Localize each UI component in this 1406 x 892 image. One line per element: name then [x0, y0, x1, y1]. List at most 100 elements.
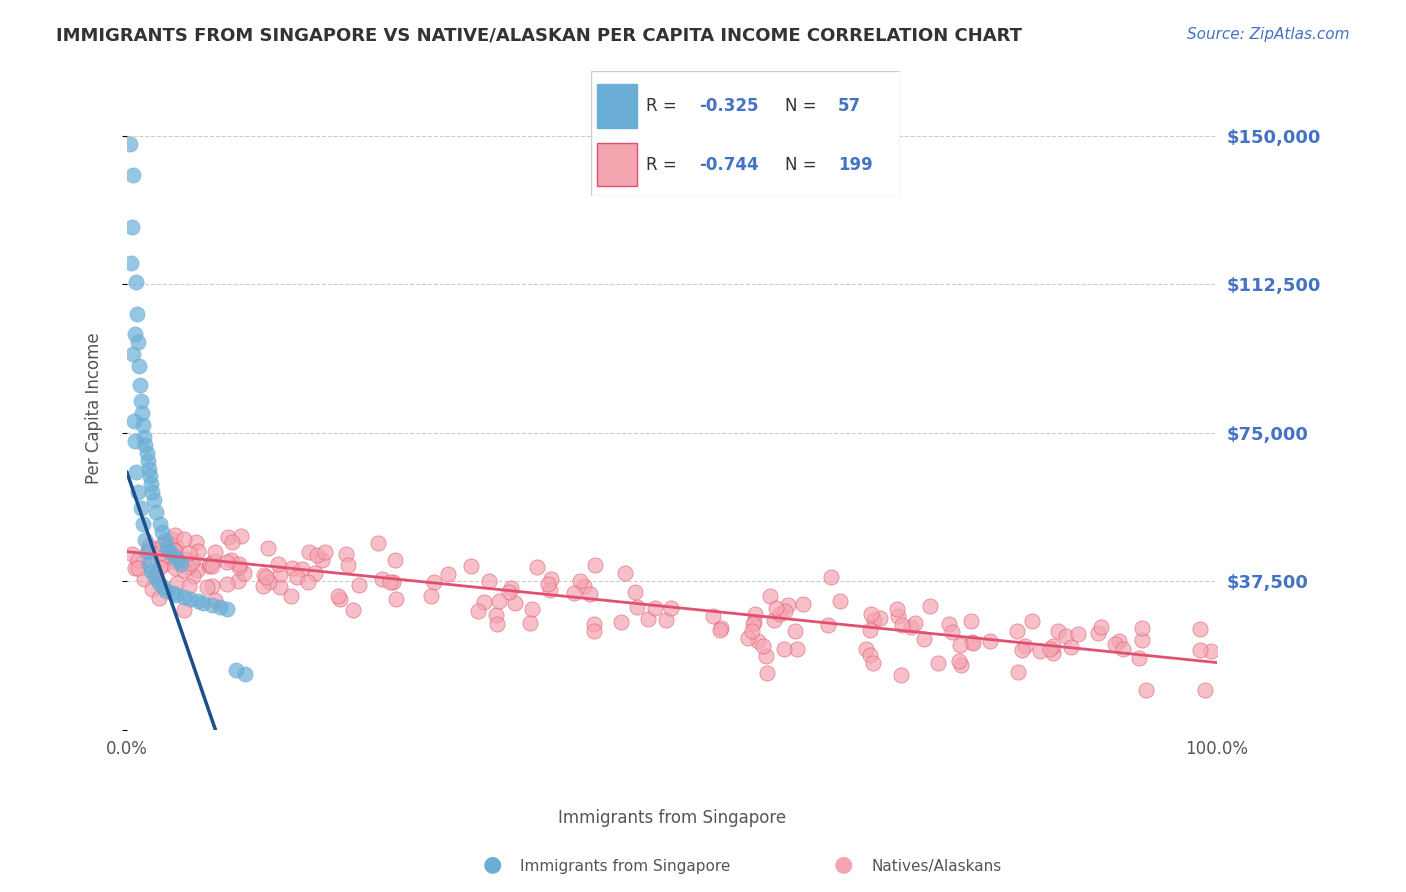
Point	[163, 546, 186, 560]
Point	[886, 602, 908, 616]
Point	[572, 579, 595, 593]
Point	[501, 581, 523, 595]
Point	[120, 136, 142, 151]
Point	[755, 665, 778, 680]
Text: 199: 199	[838, 156, 873, 174]
Point	[626, 599, 648, 614]
Point	[1005, 624, 1028, 639]
Point	[742, 617, 765, 632]
Point	[215, 577, 238, 591]
Point	[143, 493, 166, 508]
Point	[962, 636, 984, 650]
Point	[920, 599, 942, 614]
Point	[384, 553, 406, 567]
Point	[520, 601, 543, 615]
Point	[208, 600, 231, 615]
Point	[122, 346, 145, 360]
Point	[948, 638, 970, 652]
Point	[225, 664, 247, 678]
Point	[148, 576, 170, 591]
Point	[181, 553, 204, 567]
Point	[120, 255, 142, 269]
Point	[582, 617, 605, 632]
Point	[419, 589, 441, 603]
Point	[141, 582, 163, 596]
Point	[297, 574, 319, 589]
Point	[221, 535, 243, 549]
Point	[637, 612, 659, 626]
Point	[127, 334, 149, 349]
Point	[422, 574, 444, 589]
Point	[655, 613, 678, 627]
Text: N =: N =	[786, 156, 823, 174]
Point	[127, 485, 149, 500]
Point	[305, 548, 328, 562]
Point	[763, 613, 786, 627]
Point	[156, 541, 179, 555]
Point	[886, 609, 908, 624]
Point	[197, 581, 219, 595]
Point	[472, 595, 495, 609]
Point	[378, 575, 401, 590]
Point	[165, 588, 187, 602]
Point	[752, 639, 775, 653]
Point	[1108, 634, 1130, 648]
Text: Immigrants from Singapore: Immigrants from Singapore	[520, 859, 731, 874]
Bar	[596, 143, 637, 186]
Text: 57: 57	[838, 97, 860, 115]
Point	[148, 591, 170, 606]
Point	[869, 610, 891, 624]
Point	[613, 566, 636, 580]
Point	[136, 453, 159, 467]
Point	[141, 485, 163, 500]
Point	[122, 169, 145, 183]
Point	[1130, 621, 1153, 635]
Point	[890, 668, 912, 682]
Point	[121, 547, 143, 561]
Point	[219, 553, 242, 567]
Point	[862, 656, 884, 670]
Point	[204, 593, 226, 607]
Point	[742, 615, 765, 630]
Point	[1042, 639, 1064, 653]
Point	[124, 326, 146, 341]
Point	[437, 566, 460, 581]
Point	[1007, 665, 1029, 680]
Point	[478, 574, 501, 588]
Point	[139, 477, 162, 491]
Point	[162, 544, 184, 558]
Point	[145, 505, 167, 519]
Text: IMMIGRANTS FROM SINGAPORE VS NATIVE/ALASKAN PER CAPITA INCOME CORRELATION CHART: IMMIGRANTS FROM SINGAPORE VS NATIVE/ALAS…	[56, 27, 1022, 45]
Point	[127, 561, 149, 575]
Point	[149, 516, 172, 531]
Point	[1090, 620, 1112, 634]
Point	[773, 642, 796, 657]
Point	[1194, 683, 1216, 698]
Point	[228, 560, 250, 574]
FancyBboxPatch shape	[591, 71, 900, 196]
Point	[644, 601, 666, 615]
Point	[304, 566, 326, 580]
Point	[755, 649, 778, 664]
Point	[281, 561, 304, 575]
Point	[198, 557, 221, 571]
Point	[180, 557, 202, 571]
Point	[519, 615, 541, 630]
Point	[204, 544, 226, 558]
Point	[863, 613, 886, 627]
Text: ●: ●	[482, 855, 502, 874]
Point	[134, 553, 156, 567]
Point	[215, 556, 238, 570]
Point	[254, 570, 277, 584]
Point	[786, 641, 808, 656]
Point	[744, 607, 766, 621]
Point	[1104, 637, 1126, 651]
Point	[828, 594, 851, 608]
Point	[335, 547, 357, 561]
Point	[202, 554, 225, 568]
Point	[173, 591, 195, 605]
Point	[139, 469, 162, 483]
Point	[385, 592, 408, 607]
Y-axis label: Per Capita Income: Per Capita Income	[86, 333, 103, 484]
Text: Natives/Alaskans: Natives/Alaskans	[872, 859, 1002, 874]
